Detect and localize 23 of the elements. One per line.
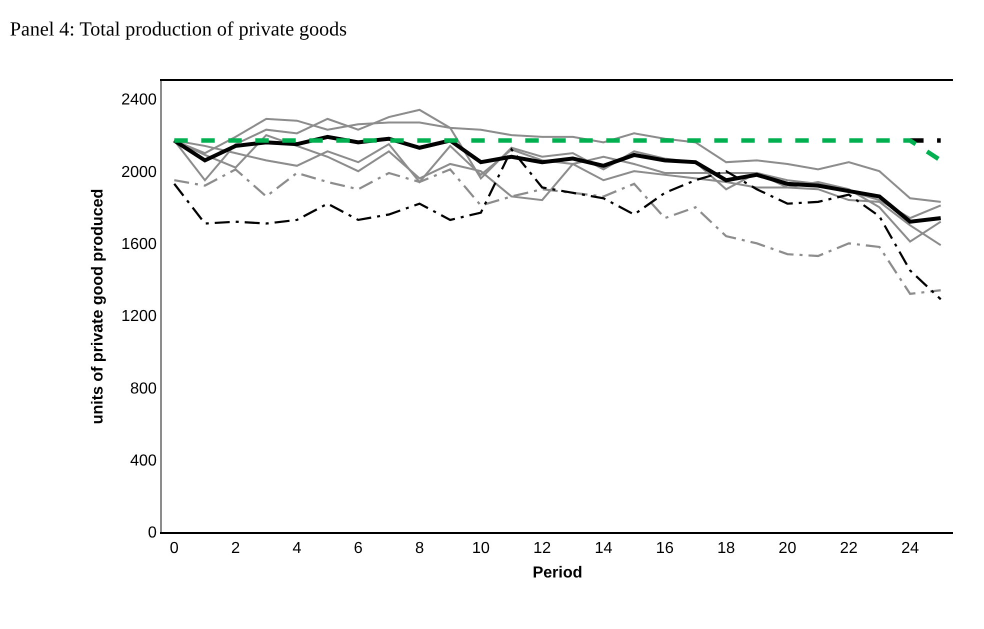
y-tick-label: 1600 <box>121 236 157 253</box>
x-tick-label: 24 <box>901 540 920 558</box>
x-tick-label: 14 <box>594 540 612 558</box>
y-tick-label: 800 <box>130 380 157 398</box>
y-tick-label: 1200 <box>121 308 157 326</box>
x-tick-label: 22 <box>840 540 858 558</box>
x-tick-label: 10 <box>472 540 490 558</box>
x-tick-label: 4 <box>292 540 302 558</box>
x-tick-label: 12 <box>533 540 552 558</box>
x-tick-label: 2 <box>231 540 240 558</box>
x-tick-label: 16 <box>656 540 674 558</box>
y-tick-label: 2400 <box>121 92 157 109</box>
y-tick-label: 400 <box>130 452 157 470</box>
y-tick-label: 2000 <box>121 164 157 181</box>
x-tick-label: 18 <box>717 540 736 558</box>
y-axis-title: units of private good produced <box>90 188 107 424</box>
y-tick-label: 0 <box>148 524 157 542</box>
x-tick-label: 0 <box>170 540 179 558</box>
x-tick-label: 20 <box>778 540 796 558</box>
x-axis-title: Period <box>532 564 582 582</box>
x-tick-label: 6 <box>354 540 363 558</box>
x-tick-label: 8 <box>415 540 424 558</box>
chart-title: Panel 4: Total production of private goods <box>10 18 348 40</box>
